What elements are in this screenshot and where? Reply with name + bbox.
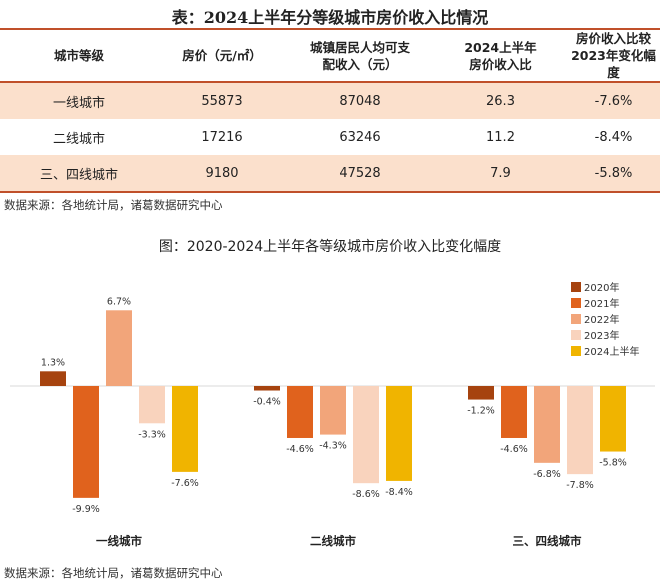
legend-label: 2023年 [584, 329, 619, 342]
bar [320, 386, 346, 435]
table-row: 三、四线城市 9180 47528 7.9 -5.8% [0, 155, 660, 193]
bar [600, 386, 626, 452]
bar [353, 386, 379, 484]
bar-chart: 1.3% -0.4% -1.2% -9.9% -4.6% -4.6% 6.7% -4.3% -6… [10, 281, 655, 548]
bar [254, 386, 280, 391]
legend-label: 2020年 [584, 281, 619, 294]
data-label: -1.2% [467, 406, 495, 417]
header-house-price: 房价（元/㎡） [158, 28, 286, 83]
table-cell: -5.8% [567, 155, 660, 193]
table-cell: 63246 [339, 129, 381, 145]
header-city-level: 城市等级 [0, 28, 158, 83]
table-cell: 55873 [158, 82, 286, 119]
data-label: 1.3% [41, 357, 65, 368]
header-line: 城镇居民人均可支 [309, 39, 410, 55]
bar [73, 386, 99, 498]
table-cell: 47528 [286, 155, 434, 193]
header-line: 配收入（元） [322, 56, 398, 72]
data-label: -9.9% [72, 504, 100, 515]
table-cell: 二线城市 [52, 131, 105, 147]
price-income-table: 城市等级 房价（元/㎡） 城镇居民人均可支 配收入（元） 2024上半年 房价收… [0, 28, 660, 193]
data-label: -4.6% [286, 444, 314, 455]
header-ratio: 2024上半年 房价收入比 [434, 28, 567, 83]
table-cell: 26.3 [434, 82, 567, 119]
bar [172, 386, 198, 472]
data-label: -7.8% [566, 480, 594, 491]
category-label: 一线城市 [96, 534, 142, 548]
header-line: 城市等级 [53, 48, 104, 63]
table-row: 一线城市 55873 87048 26.3 -7.6% [0, 82, 660, 119]
table-cell: 9180 [158, 155, 286, 193]
bar [468, 386, 494, 400]
data-label: -4.6% [500, 444, 528, 455]
data-label: 6.7% [107, 296, 131, 307]
bar [386, 386, 412, 481]
bar [501, 386, 527, 438]
table-header-row: 城市等级 房价（元/㎡） 城镇居民人均可支 配收入（元） 2024上半年 房价收… [0, 28, 660, 83]
table-cell: -8.4% [594, 129, 633, 145]
header-change: 房价收入比较 2023年变化幅度 [567, 28, 660, 83]
header-line: 房价收入比 [469, 56, 532, 72]
header-line: 房价收入比较 [575, 31, 651, 46]
header-line: 房价（元/㎡） [182, 48, 262, 63]
table-cell: 11.2 [486, 129, 515, 145]
bar [139, 386, 165, 424]
bar [106, 310, 132, 386]
data-label: -7.6% [171, 478, 199, 489]
legend-label: 2022年 [584, 313, 619, 326]
bar [534, 386, 560, 463]
category-label: 二线城市 [310, 534, 356, 548]
chart-source-note: 数据来源：各地统计局，诸葛数据研究中心 [4, 566, 223, 580]
header-income: 城镇居民人均可支 配收入（元） [286, 28, 434, 83]
chart-title: 图：2020-2024上半年各等级城市房价收入比变化幅度 [158, 239, 502, 255]
bar [287, 386, 313, 438]
data-label: -8.6% [352, 489, 380, 500]
legend-swatch [571, 298, 581, 308]
table-cell: 7.9 [434, 155, 567, 193]
table-title: 表：2024上半年分等级城市房价收入比情况 [171, 8, 489, 27]
table-source-note: 数据来源：各地统计局，诸葛数据研究中心 [4, 198, 223, 212]
legend-swatch [571, 282, 581, 292]
data-label: -5.8% [599, 458, 627, 469]
table-cell: 一线城市 [0, 82, 158, 119]
legend-swatch [571, 330, 581, 340]
data-label: -6.8% [533, 469, 561, 480]
table-row: 二线城市 17216 63246 11.2 -8.4% [0, 119, 660, 155]
legend-label: 2021年 [584, 297, 619, 310]
category-label: 三、四线城市 [513, 534, 582, 548]
table-cell: 三、四线城市 [0, 155, 158, 193]
legend-swatch [571, 346, 581, 356]
data-label: -4.3% [319, 441, 347, 452]
data-label: -0.4% [253, 397, 281, 408]
table-cell: 17216 [201, 129, 243, 145]
data-label: -8.4% [385, 487, 413, 498]
header-line: 2024上半年 [464, 39, 537, 55]
table-cell: -7.6% [567, 82, 660, 119]
bar [40, 371, 66, 386]
bar [567, 386, 593, 475]
legend-swatch [571, 314, 581, 324]
data-label: -3.3% [138, 429, 166, 440]
legend-label: 2024上半年 [584, 345, 639, 358]
table-cell: 87048 [286, 82, 434, 119]
header-line: 2023年变化幅度 [571, 48, 656, 80]
